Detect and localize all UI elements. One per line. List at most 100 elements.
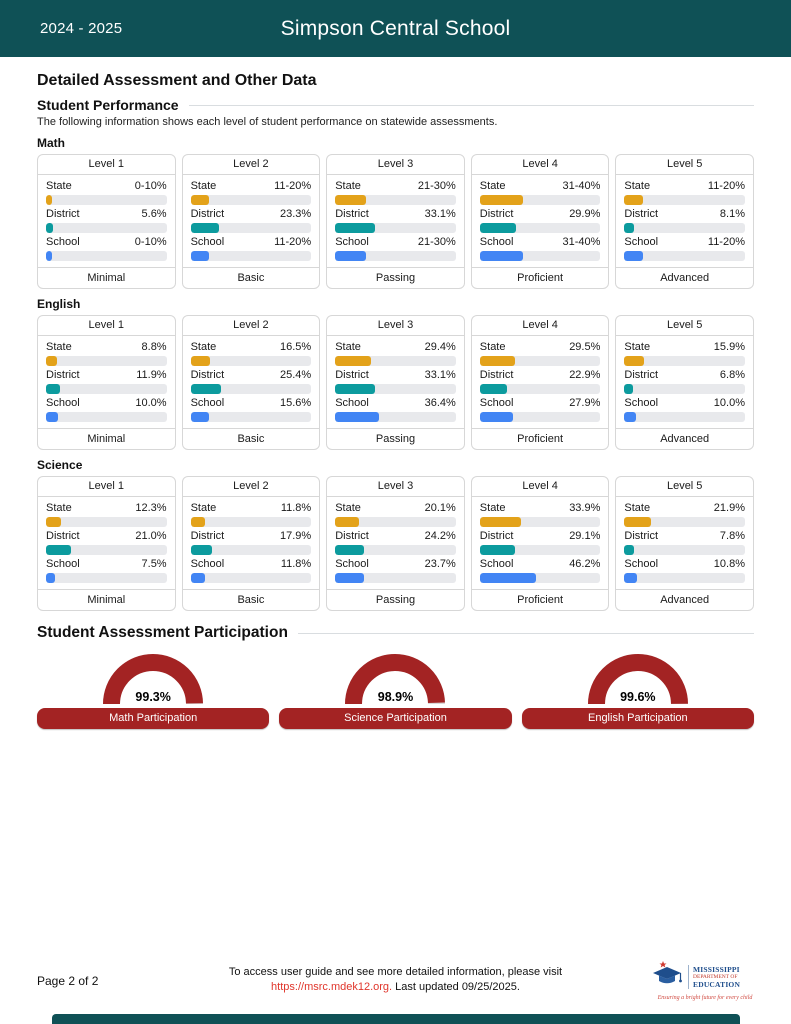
subjects: Math Level 1 State 0-10% District 5.6% S…	[37, 136, 754, 611]
performance-subtitle: The following information shows each lev…	[37, 116, 498, 128]
gauge-label: Math Participation	[109, 712, 198, 724]
gauge-label-pill: English Participation	[521, 708, 754, 729]
row-label: State	[190, 341, 217, 353]
bar-fill	[335, 573, 364, 583]
bar-track	[335, 412, 456, 422]
bar-track	[46, 384, 167, 394]
bar-fill	[46, 356, 57, 366]
level-title: Level 5	[616, 316, 753, 336]
bar-fill	[479, 223, 516, 233]
bar-track	[335, 545, 456, 555]
card-body: State 11-20% District 8.1% School 11-20%	[616, 175, 753, 267]
row-value: 10.0%	[713, 397, 745, 409]
bar-fill	[624, 517, 651, 527]
bar-track	[46, 195, 167, 205]
level-title: Level 4	[471, 155, 609, 175]
row-label: State	[624, 502, 651, 514]
level-title: Level 3	[327, 316, 464, 336]
level-cards: Level 1 State 8.8% District 11.9% School…	[37, 315, 754, 450]
performance-row: School 27.9%	[479, 397, 601, 422]
bar-fill	[190, 251, 210, 261]
row-label: School	[624, 397, 659, 409]
bar-track	[624, 223, 745, 233]
row-label: State	[479, 502, 506, 514]
bar-track	[335, 251, 456, 261]
performance-row: State 12.3%	[46, 502, 167, 527]
bar-fill	[624, 223, 635, 233]
row-label: District	[624, 208, 658, 220]
performance-row: School 10.0%	[46, 397, 167, 422]
row-value: 29.9%	[569, 208, 601, 220]
level-card: Level 3 State 20.1% District 24.2% Schoo…	[326, 476, 465, 611]
level-descriptor: Advanced	[616, 428, 753, 449]
gauge-arc-icon	[587, 654, 688, 705]
subject-block: English Level 1 State 8.8% District 11.9…	[37, 297, 754, 450]
bar-fill	[190, 356, 211, 366]
level-card: Level 4 State 31-40% District 29.9% Scho…	[470, 154, 610, 289]
row-label: School	[479, 236, 514, 248]
performance-row: District 21.0%	[46, 530, 167, 555]
performance-row: District 5.6%	[46, 208, 167, 233]
bar-track	[479, 356, 601, 366]
row-value: 15.9%	[713, 341, 745, 353]
card-body: State 16.5% District 25.4% School 15.6%	[183, 336, 320, 428]
bar-track	[190, 251, 312, 261]
performance-row: State 31-40%	[479, 180, 601, 205]
bar-fill	[335, 356, 371, 366]
bar-fill	[190, 573, 205, 583]
bar-fill	[46, 223, 53, 233]
row-value: 11-20%	[707, 180, 745, 192]
row-value: 16.5%	[279, 341, 312, 353]
row-label: State	[624, 180, 651, 192]
card-body: State 29.5% District 22.9% School 27.9%	[472, 336, 609, 428]
performance-row: District 17.9%	[190, 530, 312, 555]
bar-track	[190, 195, 312, 205]
row-label: School	[335, 558, 369, 570]
performance-row: District 25.4%	[190, 369, 312, 394]
bar-track	[624, 384, 745, 394]
bar-track	[479, 545, 601, 555]
level-title: Level 2	[182, 477, 320, 497]
row-label: State	[624, 341, 651, 353]
row-label: School	[46, 236, 80, 248]
bar-track	[624, 356, 745, 366]
gauge-label: Science Participation	[344, 712, 447, 724]
mde-logo: MISSISSIPPI DEPARTMENT OF EDUCATION Ensu…	[651, 960, 759, 1001]
bar-fill	[335, 251, 366, 261]
bar-track	[190, 412, 312, 422]
subject-title: English	[37, 297, 81, 311]
row-value: 33.9%	[569, 502, 601, 514]
msrc-link[interactable]: https://msrc.mdek12.org.	[271, 980, 393, 993]
level-card: Level 1 State 12.3% District 21.0% Schoo…	[37, 476, 176, 611]
row-label: District	[624, 530, 658, 542]
performance-row: State 11-20%	[624, 180, 745, 205]
bar-fill	[624, 251, 644, 261]
row-label: District	[190, 208, 225, 220]
gauge-arc-icon	[345, 654, 446, 705]
level-descriptor: Passing	[327, 428, 464, 449]
participation-heading: Student Assessment Participation	[37, 624, 288, 641]
row-value: 21.9%	[713, 502, 745, 514]
level-descriptor: Minimal	[38, 589, 175, 610]
gauge-label-pill: Science Participation	[279, 708, 512, 729]
bar-track	[479, 517, 601, 527]
bar-fill	[46, 573, 56, 583]
bar-track	[479, 251, 601, 261]
level-title: Level 4	[471, 316, 609, 336]
performance-row: School 31-40%	[479, 236, 601, 261]
bar-fill	[624, 545, 634, 555]
row-value: 23.3%	[279, 208, 312, 220]
participation-section-heading: Student Assessment Participation	[37, 624, 754, 642]
performance-row: District 29.1%	[479, 530, 601, 555]
level-card: Level 5 State 11-20% District 8.1% Schoo…	[615, 154, 754, 289]
bar-fill	[190, 517, 205, 527]
bar-fill	[479, 384, 508, 394]
level-descriptor: Basic	[182, 267, 320, 288]
bar-track	[46, 356, 167, 366]
bar-fill	[479, 356, 516, 366]
bar-track	[46, 412, 167, 422]
bar-track	[190, 545, 312, 555]
performance-row: School 11.8%	[190, 558, 312, 583]
performance-row: District 22.9%	[479, 369, 601, 394]
performance-row: State 0-10%	[46, 180, 167, 205]
